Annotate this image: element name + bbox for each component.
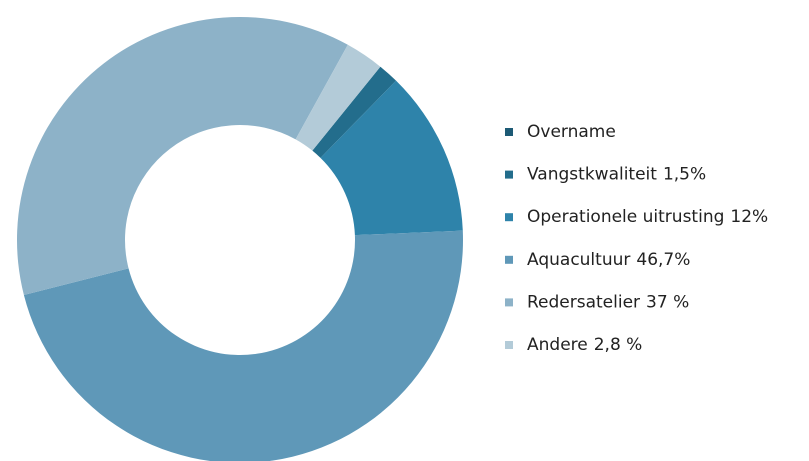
legend-label: Aquacultuur 46,7% xyxy=(527,250,690,270)
donut-slice xyxy=(320,80,463,236)
legend-category: Overname xyxy=(527,122,616,142)
legend-category: Redersatelier xyxy=(527,292,640,312)
legend-label: Operationele uitrusting 12% xyxy=(527,207,768,227)
legend-category: Aquacultuur xyxy=(527,250,630,270)
donut-slice xyxy=(312,66,397,158)
donut-slice xyxy=(295,44,381,151)
legend-category: Vangstkwaliteit xyxy=(527,165,657,185)
legend-value: 46,7% xyxy=(636,250,690,270)
legend-value: 12% xyxy=(730,207,768,227)
donut-slice xyxy=(23,230,463,461)
legend-swatch xyxy=(505,341,513,349)
legend-swatch xyxy=(505,170,513,179)
legend-swatch xyxy=(505,213,513,222)
legend-value: 37 % xyxy=(646,292,689,312)
legend-value: 1,5% xyxy=(663,165,706,185)
legend-category: Operationele uitrusting xyxy=(527,207,724,227)
legend-label: Andere 2,8 % xyxy=(527,335,642,355)
donut-slice xyxy=(16,16,348,296)
legend-label: Vangstkwaliteit 1,5% xyxy=(527,165,706,185)
legend-swatch xyxy=(505,128,513,136)
legend-label: Overname xyxy=(527,122,616,142)
legend-value: 2,8 % xyxy=(594,335,643,355)
legend-label: Redersatelier 37 % xyxy=(527,292,689,312)
legend-category: Andere xyxy=(527,335,588,355)
legend-swatch xyxy=(505,298,513,307)
legend-swatch xyxy=(505,255,513,264)
